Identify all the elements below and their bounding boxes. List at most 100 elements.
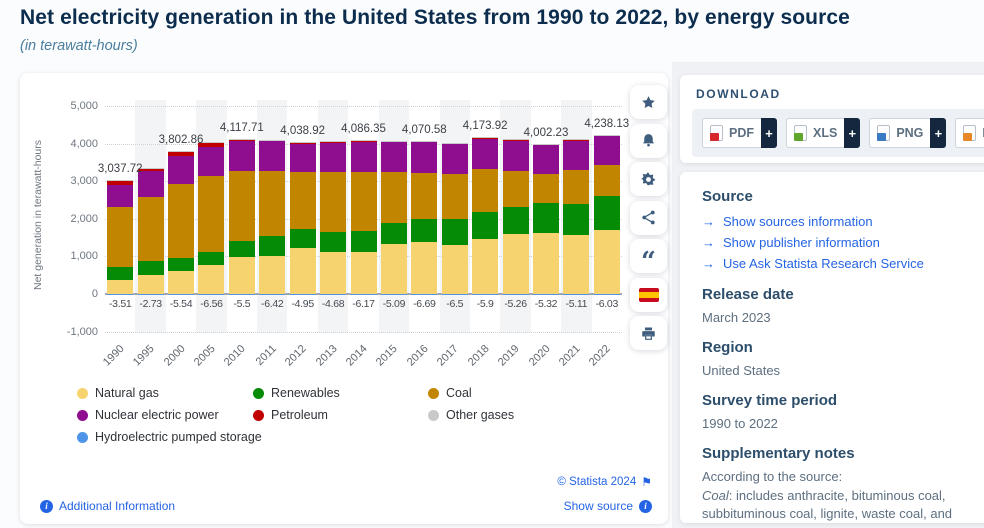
bar-segment-other-gases[interactable] bbox=[137, 167, 164, 169]
bar-segment-petroleum[interactable] bbox=[137, 168, 164, 172]
bar-segment-nuclear-electric-power[interactable] bbox=[593, 135, 620, 165]
additional-information-link[interactable]: i Additional Information bbox=[40, 499, 175, 513]
favorite-button[interactable] bbox=[630, 85, 667, 119]
bar-segment-renewables[interactable] bbox=[289, 229, 316, 248]
bar-segment-coal[interactable] bbox=[532, 174, 559, 204]
bar-segment-coal[interactable] bbox=[289, 172, 316, 230]
bar-segment-renewables[interactable] bbox=[350, 230, 377, 252]
bar-segment-renewables[interactable] bbox=[472, 212, 499, 239]
download-png-button[interactable]: PNG + bbox=[869, 118, 947, 148]
bar-segment-other-gases[interactable] bbox=[259, 139, 286, 141]
bar-segment-nuclear-electric-power[interactable] bbox=[259, 141, 286, 172]
bar-segment-coal[interactable] bbox=[320, 172, 347, 232]
citation-button[interactable]: “ bbox=[630, 239, 667, 275]
bar-segment-renewables[interactable] bbox=[228, 240, 255, 257]
bar-segment-natural-gas[interactable] bbox=[380, 243, 407, 294]
bar-segment-nuclear-electric-power[interactable] bbox=[228, 140, 255, 172]
download-pdf-button[interactable]: PDF + bbox=[702, 118, 777, 148]
bar-segment-other-gases[interactable] bbox=[502, 139, 529, 140]
bar-segment-other-gases[interactable] bbox=[289, 142, 316, 143]
bar-segment-nuclear-electric-power[interactable] bbox=[320, 142, 347, 173]
bar-segment-renewables[interactable] bbox=[168, 257, 195, 272]
flag-icon[interactable]: ⚑ bbox=[641, 475, 652, 489]
bar-segment-renewables[interactable] bbox=[107, 266, 134, 280]
bar-segment-other-gases[interactable] bbox=[320, 141, 347, 142]
bar-segment-renewables[interactable] bbox=[411, 219, 438, 243]
add-to-download-button[interactable]: + bbox=[761, 118, 777, 148]
bar-segment-other-gases[interactable] bbox=[168, 151, 195, 152]
bar-segment-other-gases[interactable] bbox=[198, 141, 225, 143]
bar-segment-nuclear-electric-power[interactable] bbox=[411, 142, 438, 173]
bar-segment-coal[interactable] bbox=[441, 174, 468, 220]
bar-segment-petroleum[interactable] bbox=[411, 141, 438, 143]
bar-segment-petroleum[interactable] bbox=[107, 180, 134, 185]
bar-segment-nuclear-electric-power[interactable] bbox=[380, 142, 407, 173]
bar-segment-nuclear-electric-power[interactable] bbox=[137, 171, 164, 197]
bar-segment-other-gases[interactable] bbox=[411, 140, 438, 142]
bar-segment-nuclear-electric-power[interactable] bbox=[107, 184, 134, 207]
print-button[interactable] bbox=[630, 316, 667, 350]
show-source-link[interactable]: Show source i bbox=[564, 499, 652, 513]
notification-button[interactable] bbox=[630, 123, 667, 158]
bar-segment-coal[interactable] bbox=[350, 171, 377, 231]
bar-segment-petroleum[interactable] bbox=[168, 151, 195, 156]
bar-segment-natural-gas[interactable] bbox=[259, 255, 286, 294]
bar-segment-nuclear-electric-power[interactable] bbox=[532, 144, 559, 175]
bar-segment-coal[interactable] bbox=[563, 169, 590, 204]
bar-segment-petroleum[interactable] bbox=[502, 139, 529, 141]
source-link[interactable]: → Show sources information bbox=[702, 211, 970, 232]
bar-segment-renewables[interactable] bbox=[563, 203, 590, 235]
bar-segment-nuclear-electric-power[interactable] bbox=[502, 140, 529, 171]
bar-segment-natural-gas[interactable] bbox=[593, 230, 620, 294]
bar-segment-renewables[interactable] bbox=[380, 223, 407, 244]
bar-segment-natural-gas[interactable] bbox=[198, 265, 225, 294]
bar-segment-renewables[interactable] bbox=[137, 260, 164, 276]
bar-segment-coal[interactable] bbox=[472, 168, 499, 213]
download-xls-button[interactable]: XLS + bbox=[786, 118, 861, 148]
bar-segment-coal[interactable] bbox=[198, 176, 225, 252]
bar-segment-natural-gas[interactable] bbox=[107, 279, 134, 294]
bar-segment-nuclear-electric-power[interactable] bbox=[168, 155, 195, 185]
bar-segment-nuclear-electric-power[interactable] bbox=[472, 138, 499, 169]
source-link[interactable]: → Use Ask Statista Research Service bbox=[702, 253, 970, 274]
bar-segment-petroleum[interactable] bbox=[563, 139, 590, 141]
bar-segment-petroleum[interactable] bbox=[532, 143, 559, 145]
bar-segment-other-gases[interactable] bbox=[350, 140, 377, 141]
bar-segment-coal[interactable] bbox=[228, 171, 255, 241]
source-link[interactable]: → Show publisher information bbox=[702, 232, 970, 253]
bar-segment-nuclear-electric-power[interactable] bbox=[563, 140, 590, 170]
bar-segment-nuclear-electric-power[interactable] bbox=[441, 143, 468, 175]
bar-segment-natural-gas[interactable] bbox=[472, 238, 499, 294]
bar-segment-natural-gas[interactable] bbox=[320, 251, 347, 294]
bar-segment-petroleum[interactable] bbox=[472, 137, 499, 139]
bar-segment-renewables[interactable] bbox=[502, 206, 529, 235]
bar-segment-renewables[interactable] bbox=[532, 203, 559, 233]
bar-segment-renewables[interactable] bbox=[198, 251, 225, 266]
bar-segment-natural-gas[interactable] bbox=[532, 232, 559, 294]
bar-segment-natural-gas[interactable] bbox=[502, 234, 529, 294]
bar-segment-other-gases[interactable] bbox=[593, 134, 620, 136]
bar-segment-coal[interactable] bbox=[411, 172, 438, 220]
bar-segment-renewables[interactable] bbox=[593, 196, 620, 231]
bar-segment-coal[interactable] bbox=[380, 172, 407, 224]
bar-segment-renewables[interactable] bbox=[441, 219, 468, 246]
settings-button[interactable] bbox=[630, 162, 667, 196]
bar-segment-petroleum[interactable] bbox=[259, 140, 286, 142]
bar-segment-petroleum[interactable] bbox=[350, 140, 377, 142]
bar-segment-coal[interactable] bbox=[107, 206, 134, 267]
bar-segment-petroleum[interactable] bbox=[289, 142, 316, 144]
bar-segment-natural-gas[interactable] bbox=[137, 275, 164, 294]
bar-segment-renewables[interactable] bbox=[320, 231, 347, 252]
bar-segment-other-gases[interactable] bbox=[228, 139, 255, 140]
bar-segment-natural-gas[interactable] bbox=[168, 271, 195, 294]
bar-segment-coal[interactable] bbox=[593, 164, 620, 197]
bar-segment-nuclear-electric-power[interactable] bbox=[289, 143, 316, 173]
bar-segment-petroleum[interactable] bbox=[593, 135, 620, 136]
bar-segment-nuclear-electric-power[interactable] bbox=[198, 146, 225, 177]
bar-segment-natural-gas[interactable] bbox=[563, 234, 590, 294]
bar-segment-natural-gas[interactable] bbox=[289, 247, 316, 294]
bar-segment-other-gases[interactable] bbox=[472, 137, 499, 138]
bar-segment-other-gases[interactable] bbox=[441, 142, 468, 144]
bar-segment-natural-gas[interactable] bbox=[441, 245, 468, 294]
download-ppt-button[interactable]: PPT+ bbox=[955, 118, 984, 148]
